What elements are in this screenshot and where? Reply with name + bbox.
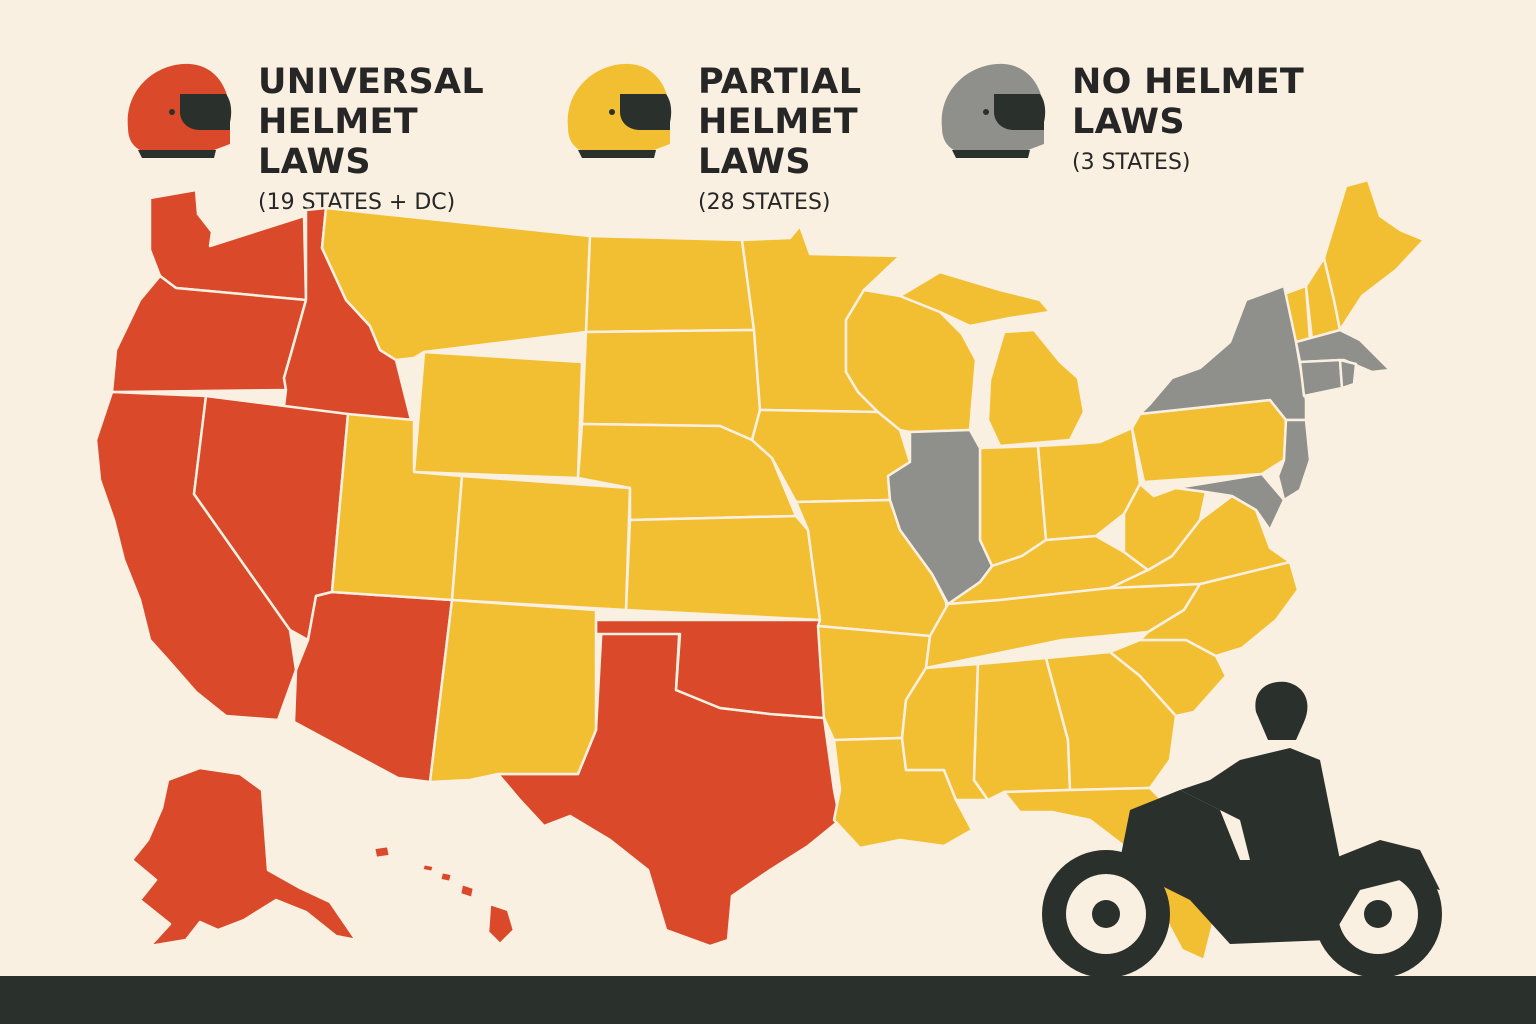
legend-title: UNIVERSAL HELMET LAWS [258,62,484,182]
hawaii-island [438,870,454,884]
state-north-dakota [584,234,756,334]
state-connecticut [1298,358,1344,398]
state-west-virginia [1122,482,1208,572]
hawaii-island [420,862,436,874]
state-wyoming [412,350,584,480]
state-maine [1322,178,1426,332]
state-new-york [1138,284,1308,422]
state-north-carolina [1138,560,1300,658]
legend-count: (3 STATES) [1072,150,1191,175]
road-strip [0,976,1536,1024]
state-michigan [986,328,1086,448]
state-arizona [292,590,454,784]
legend-title: PARTIAL HELMET LAWS [698,62,862,182]
legend-count: (28 STATES) [698,190,831,215]
helmet-icon [567,63,672,158]
state-michigan-upper [898,270,1052,328]
none-region [886,284,1392,606]
motorcycle-rider-silhouette [1042,681,1442,978]
state-washington [148,188,308,302]
state-colorado [450,474,632,612]
state-alaska [130,766,358,948]
state-new-mexico [428,598,598,784]
state-maryland-delaware [1174,472,1286,532]
state-rhode-island [1338,358,1358,390]
state-kansas [624,514,822,622]
hawaii-island [458,882,476,900]
hawaii-island [486,902,516,946]
helmet-icon [941,63,1046,158]
state-new-jersey [1276,418,1312,502]
helmet-icon [127,63,232,158]
universal-region [94,188,842,948]
hawaii-island [372,844,392,860]
state-illinois [886,428,994,606]
legend-title: NO HELMET LAWS [1072,62,1305,142]
legend: UNIVERSAL HELMET LAWS (19 STATES + DC) P… [0,58,1536,215]
